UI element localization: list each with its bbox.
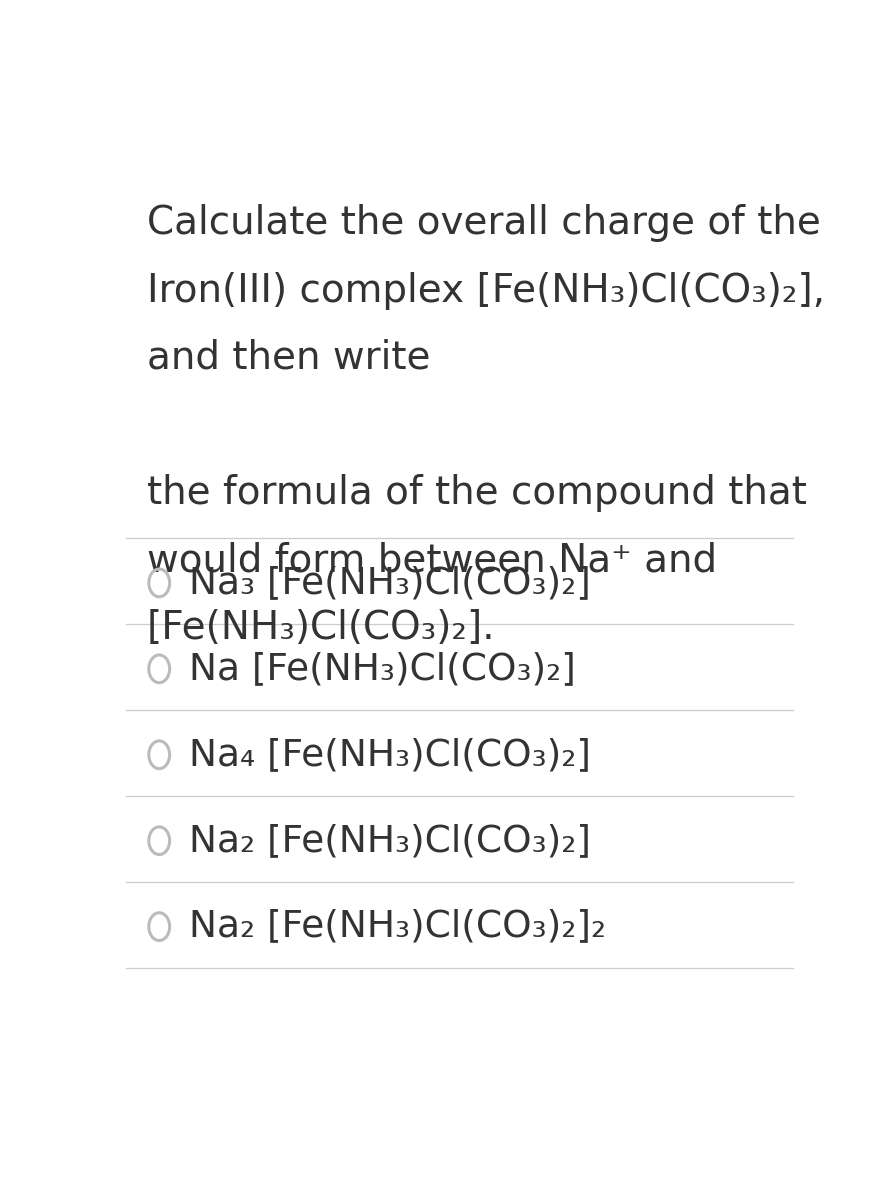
- Text: and then write: and then write: [147, 338, 430, 377]
- Text: Na₂ [Fe(NH₃)Cl(CO₃)₂]: Na₂ [Fe(NH₃)Cl(CO₃)₂]: [189, 823, 591, 859]
- Text: Na₄ [Fe(NH₃)Cl(CO₃)₂]: Na₄ [Fe(NH₃)Cl(CO₃)₂]: [189, 737, 591, 773]
- Text: Calculate the overall charge of the: Calculate the overall charge of the: [147, 204, 821, 242]
- Text: Na [Fe(NH₃)Cl(CO₃)₂]: Na [Fe(NH₃)Cl(CO₃)₂]: [189, 650, 576, 686]
- Text: the formula of the compound that: the formula of the compound that: [147, 474, 806, 512]
- Text: [Fe(NH₃)Cl(CO₃)₂].: [Fe(NH₃)Cl(CO₃)₂].: [147, 608, 495, 647]
- Text: Iron(III) complex [Fe(NH₃)Cl(CO₃)₂],: Iron(III) complex [Fe(NH₃)Cl(CO₃)₂],: [147, 271, 824, 310]
- Text: Na₃ [Fe(NH₃)Cl(CO₃)₂]: Na₃ [Fe(NH₃)Cl(CO₃)₂]: [189, 565, 591, 601]
- Text: Na₂ [Fe(NH₃)Cl(CO₃)₂]₂: Na₂ [Fe(NH₃)Cl(CO₃)₂]₂: [189, 908, 607, 944]
- Text: would form between Na⁺ and: would form between Na⁺ and: [147, 541, 717, 580]
